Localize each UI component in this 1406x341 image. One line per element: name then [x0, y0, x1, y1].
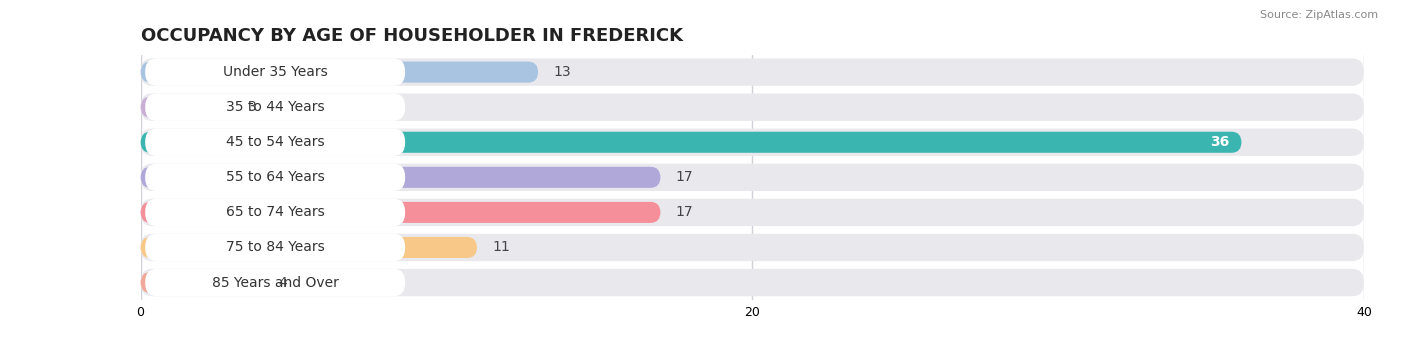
FancyBboxPatch shape — [141, 58, 1364, 86]
FancyBboxPatch shape — [141, 269, 1364, 296]
Text: 3: 3 — [247, 100, 256, 114]
Text: 11: 11 — [492, 240, 510, 254]
Text: 65 to 74 Years: 65 to 74 Years — [226, 205, 325, 219]
Text: 17: 17 — [676, 205, 693, 219]
FancyBboxPatch shape — [145, 164, 405, 191]
Text: 17: 17 — [676, 170, 693, 184]
Text: 36: 36 — [1211, 135, 1229, 149]
FancyBboxPatch shape — [141, 164, 1364, 191]
FancyBboxPatch shape — [145, 129, 405, 156]
FancyBboxPatch shape — [141, 129, 1364, 156]
FancyBboxPatch shape — [141, 199, 1364, 226]
FancyBboxPatch shape — [141, 272, 263, 293]
FancyBboxPatch shape — [141, 234, 1364, 261]
Text: 55 to 64 Years: 55 to 64 Years — [226, 170, 325, 184]
Text: OCCUPANCY BY AGE OF HOUSEHOLDER IN FREDERICK: OCCUPANCY BY AGE OF HOUSEHOLDER IN FREDE… — [141, 27, 682, 45]
FancyBboxPatch shape — [145, 58, 405, 86]
Text: 85 Years and Over: 85 Years and Over — [212, 276, 339, 290]
FancyBboxPatch shape — [141, 237, 477, 258]
FancyBboxPatch shape — [141, 132, 1241, 153]
Text: 4: 4 — [278, 276, 287, 290]
Text: 13: 13 — [554, 65, 571, 79]
FancyBboxPatch shape — [141, 202, 661, 223]
FancyBboxPatch shape — [141, 97, 232, 118]
Text: Under 35 Years: Under 35 Years — [222, 65, 328, 79]
FancyBboxPatch shape — [141, 93, 1364, 121]
Text: Source: ZipAtlas.com: Source: ZipAtlas.com — [1260, 10, 1378, 20]
FancyBboxPatch shape — [141, 62, 538, 83]
FancyBboxPatch shape — [141, 167, 661, 188]
FancyBboxPatch shape — [145, 234, 405, 261]
Text: 45 to 54 Years: 45 to 54 Years — [226, 135, 325, 149]
FancyBboxPatch shape — [145, 269, 405, 296]
Text: 75 to 84 Years: 75 to 84 Years — [226, 240, 325, 254]
FancyBboxPatch shape — [145, 199, 405, 226]
FancyBboxPatch shape — [145, 93, 405, 121]
Text: 35 to 44 Years: 35 to 44 Years — [226, 100, 325, 114]
